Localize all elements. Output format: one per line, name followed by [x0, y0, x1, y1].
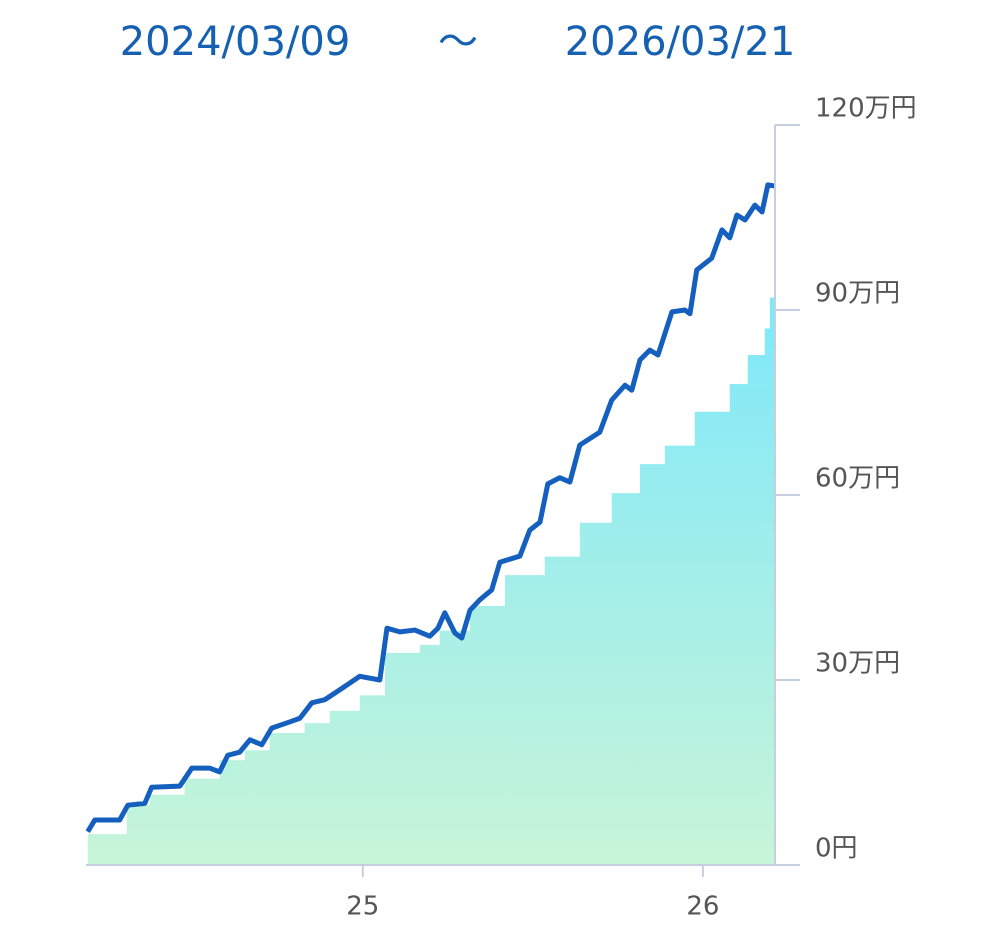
y-tick-label: 120万円 — [815, 94, 917, 124]
end-date: 2026/03/21 — [565, 19, 796, 65]
start-date: 2024/03/09 — [120, 19, 351, 65]
x-tick-label: 26 — [686, 892, 719, 922]
y-tick-label: 30万円 — [815, 649, 900, 679]
principal-area — [87, 297, 777, 866]
x-tick-label: 25 — [346, 892, 379, 922]
y-tick-label: 90万円 — [815, 279, 900, 309]
y-tick-label: 60万円 — [815, 464, 900, 494]
y-tick-label: 0円 — [815, 834, 858, 864]
separator: ～ — [438, 19, 478, 65]
valuation-line — [85, 182, 776, 834]
